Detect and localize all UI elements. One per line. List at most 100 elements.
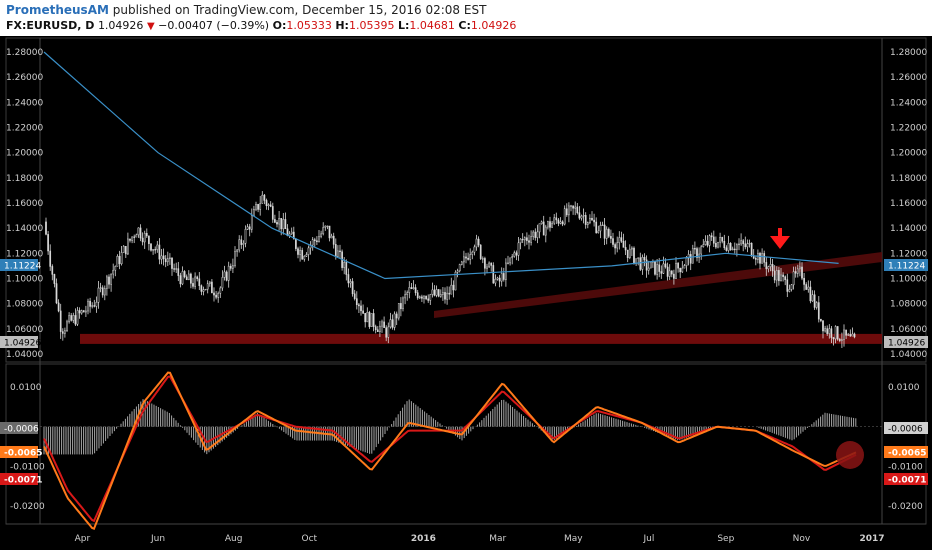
- candle-body: [853, 333, 856, 338]
- candle-body: [515, 252, 518, 256]
- candle-body: [679, 267, 682, 273]
- candle-body: [99, 287, 102, 289]
- candle-body: [261, 194, 264, 204]
- candle-body: [408, 287, 411, 293]
- candle-body: [173, 268, 175, 270]
- candle-body: [118, 255, 121, 265]
- candle-body: [129, 238, 131, 241]
- candle-body: [162, 255, 165, 260]
- candle-body: [689, 254, 692, 264]
- candle-body: [120, 252, 123, 265]
- candle-body: [200, 285, 203, 292]
- candle-body: [570, 205, 572, 207]
- candle-body: [830, 328, 833, 338]
- candle-body: [131, 236, 133, 241]
- candle-body: [64, 330, 66, 334]
- candle-body: [307, 247, 310, 255]
- candle-body: [47, 234, 49, 252]
- candle-body: [845, 329, 847, 336]
- support-band: [80, 333, 882, 344]
- candle-body: [458, 264, 461, 272]
- candle-body: [746, 243, 749, 248]
- candle-body: [265, 200, 268, 207]
- candle-body: [685, 257, 688, 266]
- author-link[interactable]: PrometheusAM: [6, 3, 109, 17]
- candle-body: [528, 240, 530, 243]
- candle-body: [843, 329, 845, 340]
- candle-body: [259, 203, 262, 210]
- candle-body: [484, 258, 486, 269]
- price-tick-label: 1.20000: [6, 149, 43, 159]
- candle-body: [463, 256, 465, 263]
- ma-price-badge-right: 1.11224: [884, 259, 928, 272]
- signal-badge-left: -0.0071: [0, 473, 42, 486]
- price-tick-label: 1.14000: [6, 224, 43, 234]
- time-axis-labels: Apr Jun Aug Oct 2016 Mar May Jul Sep Nov 2017: [75, 534, 885, 544]
- price-tick-label: 1.16000: [6, 199, 43, 209]
- candle-body: [828, 328, 831, 334]
- price-tick-label: 1.08000: [6, 300, 43, 310]
- candle-body: [53, 274, 56, 284]
- candle-body: [82, 310, 85, 313]
- candle-body: [360, 305, 362, 312]
- candle-body: [139, 227, 142, 239]
- candle-body: [80, 310, 83, 314]
- price-tick-label: 1.22000: [6, 124, 43, 134]
- candle-body: [112, 269, 115, 275]
- close-label: C:: [458, 19, 471, 32]
- candle-body: [568, 205, 570, 216]
- price-tick-label: 1.12000: [890, 249, 927, 259]
- candle-body: [269, 204, 272, 207]
- candle-body: [274, 219, 276, 223]
- candle-body: [784, 276, 787, 280]
- candle-body: [446, 292, 448, 300]
- price-tick-label: 1.28000: [890, 48, 927, 58]
- candle-body: [133, 236, 136, 238]
- macd-tick-label: 0.0100: [888, 383, 920, 393]
- candle-body: [773, 270, 776, 281]
- candle-body: [740, 240, 742, 245]
- candle-body: [435, 289, 438, 296]
- candle-body: [143, 233, 146, 243]
- candle-body: [612, 238, 614, 245]
- candle-body: [841, 339, 843, 341]
- candle-body: [725, 247, 728, 251]
- candle-body: [106, 276, 108, 289]
- candle-body: [479, 244, 482, 259]
- candle-body: [832, 337, 835, 340]
- candle-body: [820, 318, 822, 321]
- candle-body: [643, 256, 646, 261]
- candle-body: [540, 221, 543, 224]
- symbol-label[interactable]: FX:EURUSD, D: [6, 19, 95, 32]
- candle-body: [790, 284, 793, 290]
- candle-body: [124, 246, 127, 255]
- candle-body: [345, 262, 348, 275]
- candle-body: [662, 263, 665, 274]
- candle-body: [490, 262, 493, 266]
- candle-body: [416, 292, 419, 299]
- price-tick-label: 1.28000: [6, 48, 43, 58]
- candle-body: [372, 313, 375, 327]
- candle-body: [87, 300, 89, 312]
- price-tick-label: 1.16000: [890, 199, 927, 209]
- candle-body: [498, 277, 501, 282]
- price-tick-label: 1.04000: [890, 350, 927, 360]
- candle-body: [729, 243, 732, 251]
- candle-body: [213, 292, 215, 296]
- candle-body: [817, 302, 820, 320]
- candle-body: [257, 204, 259, 210]
- candle-body: [292, 231, 295, 240]
- candle-body: [811, 294, 814, 302]
- candle-body: [578, 212, 581, 219]
- publish-line: PrometheusAM published on TradingView.co…: [6, 3, 486, 17]
- candle-body: [599, 225, 602, 232]
- highlight-circle: [836, 441, 864, 469]
- candle-body: [469, 254, 472, 260]
- candle-body: [704, 240, 707, 245]
- chart-area[interactable]: 1.28000 1.26000 1.24000 1.22000 1.20000 1.180…: [0, 36, 932, 550]
- candle-body: [731, 248, 734, 251]
- candle-body: [383, 321, 385, 328]
- price-chart-svg[interactable]: 1.28000 1.26000 1.24000 1.22000 1.20000 1.180…: [0, 36, 932, 550]
- time-axis-label: Sep: [717, 534, 734, 544]
- time-axis-label: Nov: [793, 534, 811, 544]
